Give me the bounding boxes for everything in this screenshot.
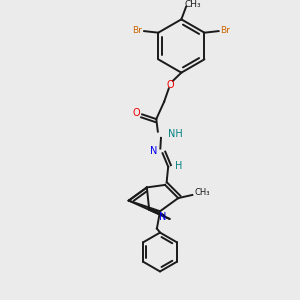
Text: CH₃: CH₃ [195, 188, 210, 197]
Text: Br: Br [132, 26, 142, 35]
Text: N: N [159, 212, 166, 222]
Text: CH₃: CH₃ [184, 0, 201, 9]
Text: O: O [167, 80, 174, 90]
Text: O: O [133, 108, 140, 118]
Text: N: N [150, 146, 158, 156]
Text: H: H [175, 161, 182, 171]
Text: NH: NH [168, 129, 183, 139]
Text: Br: Br [220, 26, 230, 35]
